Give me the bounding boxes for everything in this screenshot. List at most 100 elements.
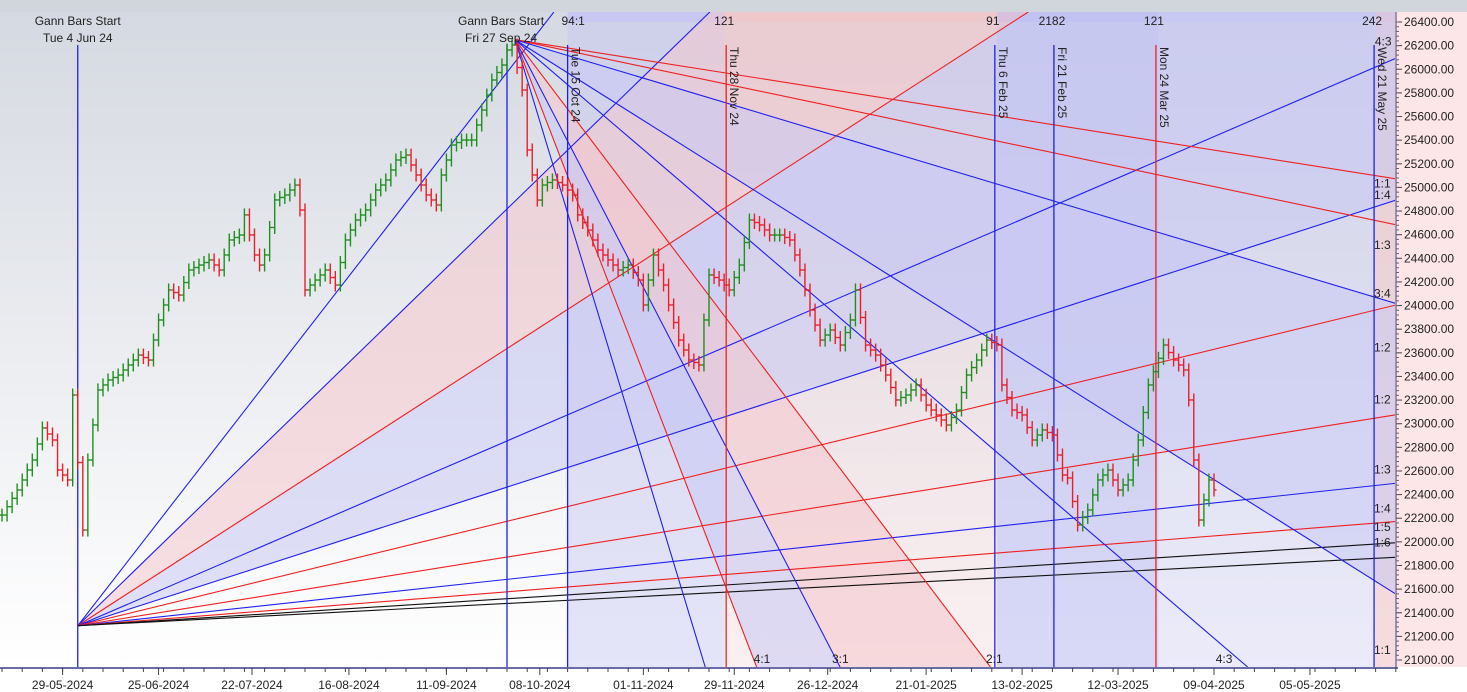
fan-line-up [77, 482, 1395, 627]
price-bar [19, 473, 25, 497]
bar-count-label: 121 [714, 14, 734, 28]
price-bar [479, 103, 485, 132]
price-bar [721, 273, 727, 292]
price-bar [151, 333, 156, 367]
price-bar [731, 271, 737, 297]
y-tick-label: 25800.00 [1404, 86, 1454, 100]
price-bar [454, 136, 459, 152]
price-bar [423, 178, 429, 202]
price-bar [226, 233, 232, 262]
price-bar [661, 263, 667, 292]
price-bar [241, 208, 247, 242]
price-bar [792, 233, 798, 262]
price-bar [524, 83, 530, 157]
gann-start-date: Fri 27 Sep 24 [465, 31, 537, 45]
price-bar [696, 356, 702, 372]
fan-line-down [514, 39, 1395, 594]
fan-line-down [514, 39, 1395, 304]
price-bar [686, 343, 692, 367]
x-tick-label: 21-01-2025 [895, 678, 957, 692]
price-bar [115, 368, 121, 385]
price-bar [246, 208, 252, 242]
price-bar [1110, 463, 1116, 487]
price-bar [969, 361, 975, 382]
price-bar [575, 188, 581, 222]
y-tick-label: 21600.00 [1404, 582, 1454, 596]
price-bar [933, 403, 939, 422]
price-bar [787, 231, 793, 247]
price-bar [85, 453, 91, 537]
price-bar [34, 437, 40, 467]
x-tick-label: 13-02-2025 [991, 678, 1053, 692]
price-bar [989, 333, 995, 350]
y-tick-label: 24800.00 [1404, 204, 1454, 218]
price-bar [681, 333, 687, 357]
price-bar [726, 278, 732, 297]
fan-ratio-label: 1:3 [1374, 238, 1391, 252]
price-bar [262, 248, 268, 272]
price-bar [1150, 365, 1156, 392]
price-bar [1140, 405, 1146, 447]
price-bar [923, 388, 929, 412]
price-bar [615, 258, 621, 277]
price-bar [504, 43, 510, 72]
price-bar [1029, 420, 1035, 447]
price-bar [353, 213, 358, 237]
price-bar [398, 151, 404, 167]
price-bar [716, 271, 722, 287]
fan-ratio-label: 4:3 [1375, 35, 1392, 49]
price-bar [802, 263, 808, 297]
vertical-date-label: Thu 6 Feb 25 [996, 47, 1010, 119]
price-bar [777, 228, 783, 242]
price-bar [1196, 453, 1202, 527]
price-bar [312, 273, 318, 292]
price-bar [1115, 473, 1121, 497]
price-bar [176, 286, 182, 302]
y-tick-label: 22200.00 [1404, 511, 1454, 525]
x-tick-label: 08-10-2024 [509, 678, 571, 692]
y-tick-label: 24200.00 [1404, 275, 1454, 289]
price-bar [1044, 423, 1050, 440]
price-bar [534, 168, 540, 207]
x-tick-label: 11-09-2024 [416, 678, 477, 692]
price-bar [140, 348, 146, 365]
price-bar [757, 216, 762, 232]
price-bar [898, 390, 904, 407]
price-bar [1105, 463, 1111, 482]
fan-line-up [77, 12, 711, 627]
price-bar [868, 338, 874, 357]
fan-ratio-label: 4:3 [1216, 652, 1233, 666]
vertical-date-label: Wed 21 May 25 [1375, 47, 1389, 131]
fan-line-up [77, 556, 1395, 627]
price-bar [873, 343, 879, 362]
price-bar [1060, 448, 1065, 482]
price-bar [206, 253, 212, 269]
price-bar [650, 248, 656, 287]
price-bar [433, 193, 439, 212]
price-bar [544, 176, 550, 192]
fan-ratio-label: 1:1 [1374, 176, 1391, 190]
price-bar [676, 316, 682, 347]
price-axis-area[interactable] [1395, 12, 1467, 667]
price-bar [363, 203, 369, 222]
fan-ratio-label: 1:6 [1374, 536, 1391, 550]
y-tick-label: 23800.00 [1404, 322, 1454, 336]
price-bar [388, 163, 394, 187]
price-bar [231, 231, 237, 247]
price-bar [383, 173, 389, 192]
price-bar [282, 188, 288, 204]
price-bar [913, 378, 919, 397]
price-bar [842, 325, 848, 352]
price-bar [105, 373, 111, 392]
fan-ratio-label: 1:1 [1374, 643, 1391, 657]
price-bar [201, 255, 207, 272]
price-bar [1145, 378, 1151, 419]
y-tick-label: 26200.00 [1404, 39, 1454, 53]
price-bar [625, 258, 631, 275]
price-bar [125, 358, 131, 377]
price-bar [368, 193, 374, 217]
price-bar [1206, 473, 1212, 507]
x-tick-label: 25-06-2024 [128, 678, 190, 692]
y-tick-label: 21000.00 [1404, 653, 1454, 667]
